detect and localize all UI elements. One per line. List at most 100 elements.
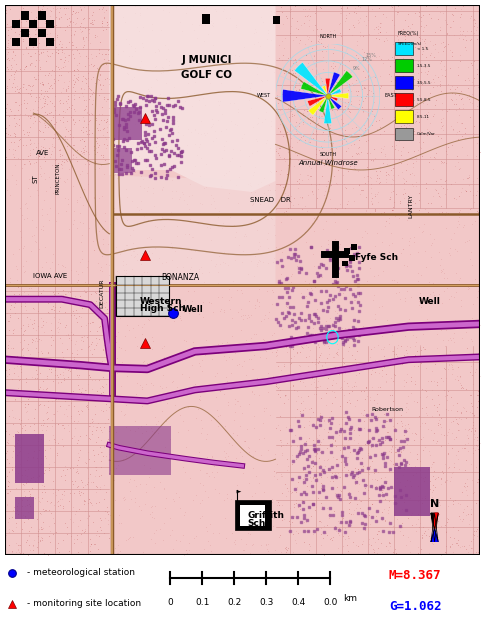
Point xyxy=(293,23,300,33)
Point xyxy=(77,4,85,14)
Point xyxy=(448,51,455,61)
Point xyxy=(327,406,335,416)
Point xyxy=(387,179,395,189)
Point xyxy=(56,369,64,379)
Point xyxy=(421,246,429,256)
Point xyxy=(476,438,484,448)
Point xyxy=(377,448,384,458)
Point xyxy=(304,330,312,340)
Point xyxy=(65,76,73,87)
Point xyxy=(470,121,478,131)
Point xyxy=(275,383,282,393)
Point xyxy=(216,306,224,316)
Point xyxy=(95,472,103,482)
Point xyxy=(274,291,282,301)
Point xyxy=(143,233,151,243)
Point xyxy=(341,534,349,544)
Point xyxy=(399,174,407,184)
Point xyxy=(100,494,108,504)
Point xyxy=(280,514,288,524)
Point xyxy=(454,455,462,465)
Point xyxy=(311,444,318,454)
Point xyxy=(42,33,50,43)
Point xyxy=(320,191,328,201)
Point xyxy=(21,501,29,511)
Point xyxy=(98,18,106,28)
Point xyxy=(473,34,481,44)
Point xyxy=(104,17,111,27)
Point xyxy=(281,155,289,166)
Point xyxy=(320,550,328,560)
Point xyxy=(269,257,277,267)
Point xyxy=(449,416,457,426)
Point xyxy=(63,404,70,414)
Point xyxy=(142,100,150,110)
Point xyxy=(148,293,156,303)
Point xyxy=(19,29,27,39)
Point xyxy=(184,402,191,412)
Point xyxy=(312,312,320,322)
Point xyxy=(207,16,215,26)
Point xyxy=(122,265,130,275)
Point xyxy=(18,389,26,399)
Point xyxy=(273,314,280,324)
Point xyxy=(20,214,28,224)
Point xyxy=(444,405,451,415)
Point xyxy=(132,158,140,168)
Point xyxy=(59,285,67,295)
Point xyxy=(15,282,22,292)
Point xyxy=(317,472,325,482)
Point xyxy=(349,326,357,336)
Point xyxy=(93,133,101,143)
Point xyxy=(405,204,413,214)
Point xyxy=(20,64,28,74)
Point xyxy=(192,531,200,541)
Point xyxy=(350,295,358,305)
Point xyxy=(31,404,39,414)
Point xyxy=(105,532,113,542)
Point xyxy=(51,105,58,115)
Point xyxy=(347,87,355,97)
Point xyxy=(378,487,386,497)
Point xyxy=(13,438,20,448)
Point xyxy=(74,270,82,280)
Point xyxy=(84,478,92,488)
Point xyxy=(353,36,361,46)
Point xyxy=(21,490,29,500)
Point xyxy=(135,137,142,147)
Point xyxy=(351,241,359,251)
Point xyxy=(267,167,275,177)
Point xyxy=(166,95,174,105)
Point xyxy=(281,391,289,401)
Point xyxy=(400,433,408,443)
Point xyxy=(37,48,45,58)
Point xyxy=(331,261,339,271)
Point xyxy=(426,118,434,128)
Point xyxy=(15,135,23,145)
Point xyxy=(61,122,69,132)
Point xyxy=(373,124,381,134)
Point xyxy=(465,438,472,448)
Point xyxy=(99,266,106,276)
Point xyxy=(98,292,105,302)
Point xyxy=(394,1,401,11)
Point xyxy=(249,171,257,181)
Point xyxy=(357,386,365,396)
Point xyxy=(151,47,158,57)
Point xyxy=(405,423,413,433)
Point xyxy=(85,129,93,139)
Point xyxy=(382,377,390,387)
Point xyxy=(93,147,101,157)
Point xyxy=(361,71,369,82)
Point xyxy=(3,471,11,481)
Point xyxy=(398,80,406,90)
Point xyxy=(188,190,195,200)
Point xyxy=(14,81,21,91)
Point xyxy=(285,87,293,97)
Point xyxy=(142,95,150,105)
Bar xyxy=(12,20,20,28)
Point xyxy=(35,138,42,148)
Point xyxy=(75,58,83,68)
Point xyxy=(342,13,349,23)
Point xyxy=(305,466,313,477)
